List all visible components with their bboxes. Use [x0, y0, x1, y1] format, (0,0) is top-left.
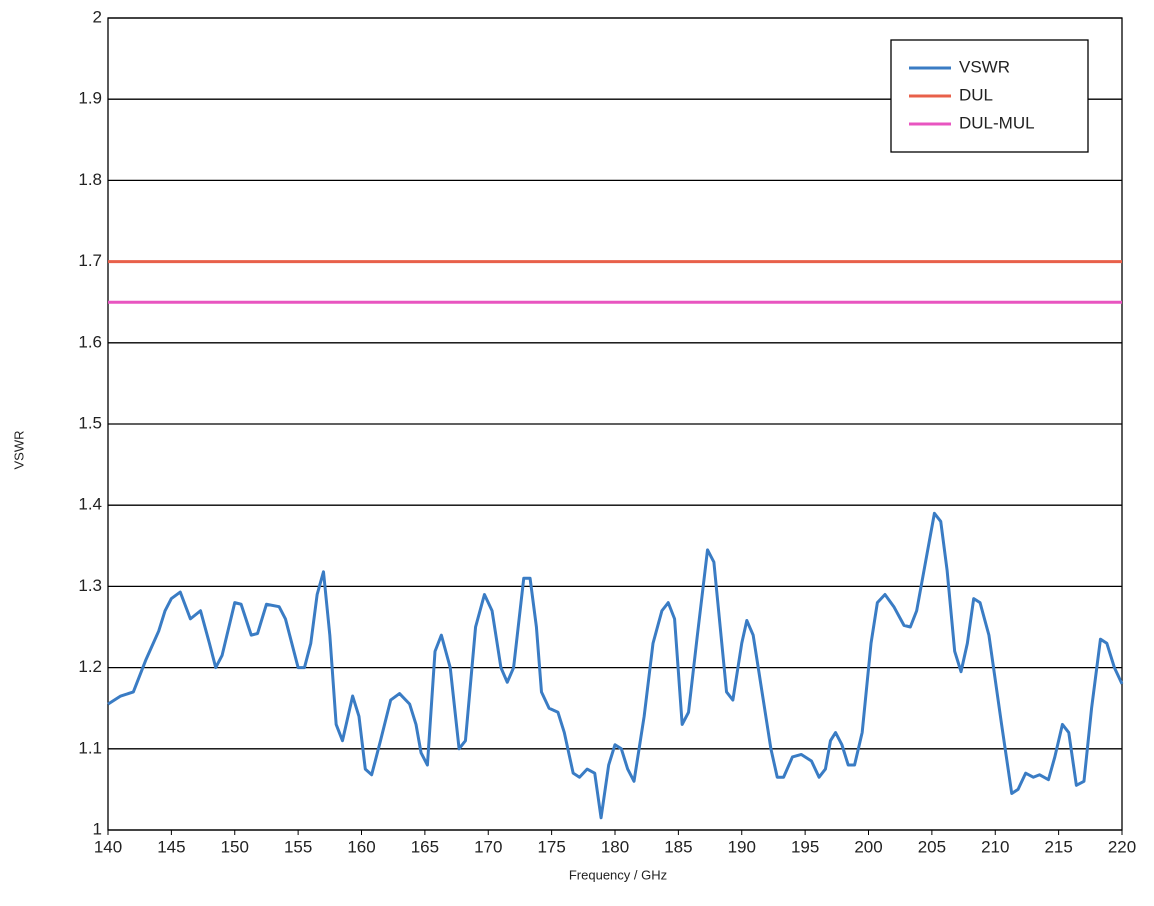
x-tick-label: 215	[1044, 837, 1072, 856]
y-tick-label: 1.2	[78, 657, 102, 676]
y-tick-label: 1.8	[78, 170, 102, 189]
x-tick-label: 150	[221, 837, 249, 856]
series-line	[107, 511, 1124, 820]
x-tick-label: 190	[728, 837, 756, 856]
y-tick-label: 1	[93, 819, 102, 838]
y-axis-label: VSWR	[11, 431, 26, 470]
x-tick-label: 195	[791, 837, 819, 856]
y-tick-label: 1.9	[78, 89, 102, 108]
y-tick-label: 1.5	[78, 413, 102, 432]
x-tick-label: 210	[981, 837, 1009, 856]
x-tick-label: 185	[664, 837, 692, 856]
x-tick-label: 165	[411, 837, 439, 856]
y-tick-label: 1.4	[78, 495, 102, 514]
x-tick-label: 160	[347, 837, 375, 856]
x-tick-label: 200	[854, 837, 882, 856]
legend-label: VSWR	[959, 57, 1010, 76]
legend-label: DUL-MUL	[959, 113, 1035, 132]
legend-label: DUL	[959, 85, 993, 104]
y-tick-label: 1.6	[78, 332, 102, 351]
x-tick-label: 175	[537, 837, 565, 856]
y-tick-label: 1.1	[78, 738, 102, 757]
x-tick-label: 180	[601, 837, 629, 856]
x-tick-label: 170	[474, 837, 502, 856]
x-tick-label: 145	[157, 837, 185, 856]
x-tick-label: 155	[284, 837, 312, 856]
x-axis-label: Frequency / GHz	[569, 867, 667, 882]
plot-frame	[107, 17, 1123, 831]
y-tick-label: 2	[93, 7, 102, 26]
x-tick-label: 220	[1108, 837, 1136, 856]
y-tick-label: 1.7	[78, 251, 102, 270]
x-tick-label: 140	[94, 837, 122, 856]
y-tick-label: 1.3	[78, 576, 102, 595]
x-tick-label: 205	[918, 837, 946, 856]
